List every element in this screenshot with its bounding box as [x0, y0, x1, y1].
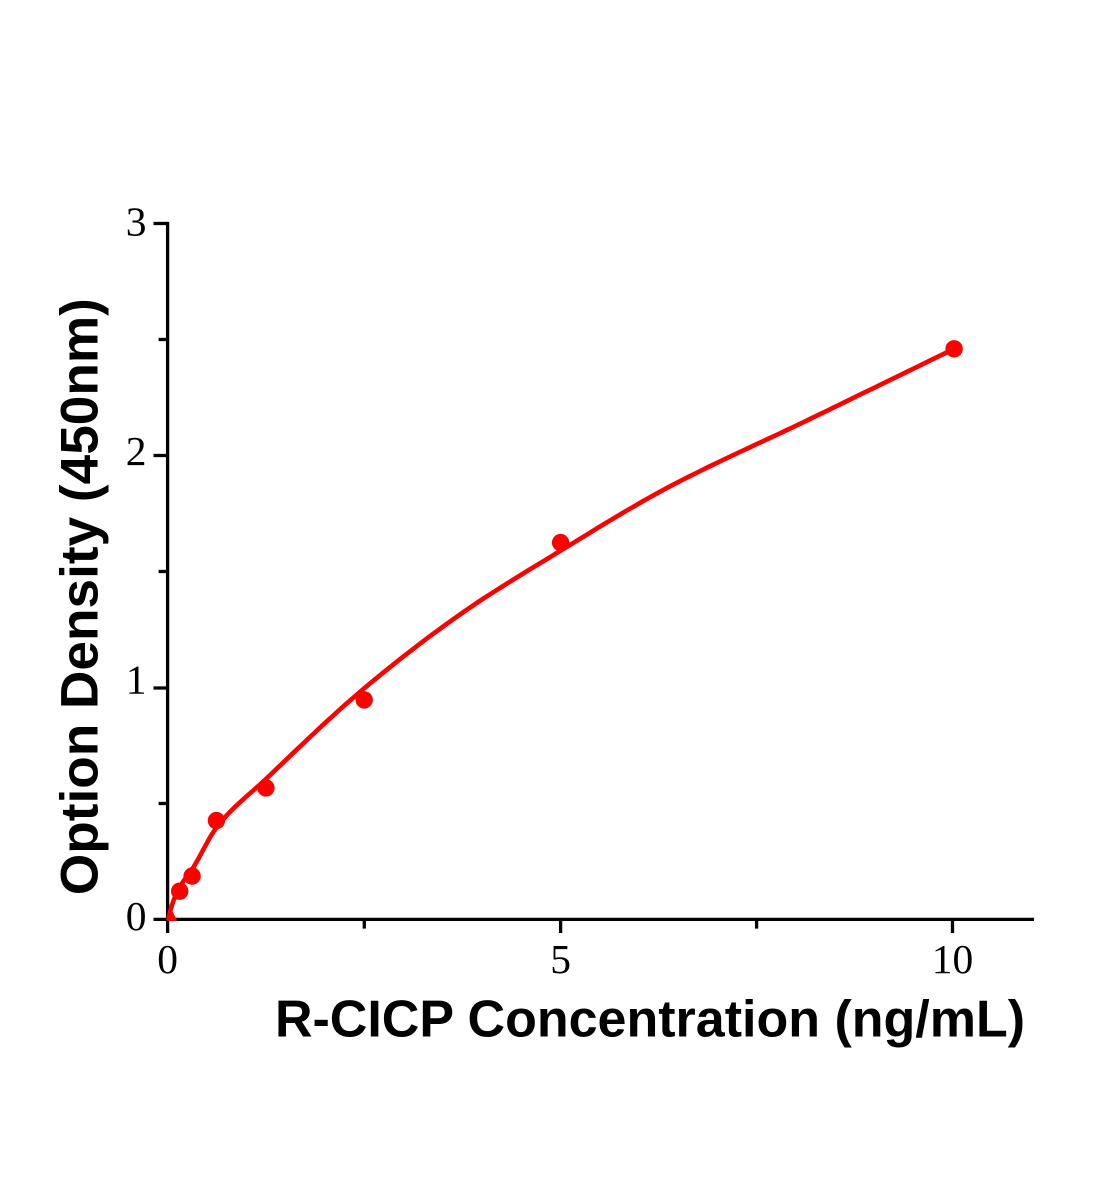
svg-text:10: 10	[932, 936, 974, 982]
svg-text:Option Density (450nm): Option Density (450nm)	[51, 298, 110, 895]
svg-text:1: 1	[126, 657, 147, 703]
svg-text:0: 0	[126, 893, 147, 939]
svg-text:5: 5	[550, 936, 571, 982]
svg-text:3: 3	[126, 199, 147, 245]
svg-text:R-CICP Concentration (ng/mL): R-CICP Concentration (ng/mL)	[275, 991, 1025, 1049]
svg-text:2: 2	[126, 428, 147, 474]
svg-text:0: 0	[157, 936, 178, 982]
